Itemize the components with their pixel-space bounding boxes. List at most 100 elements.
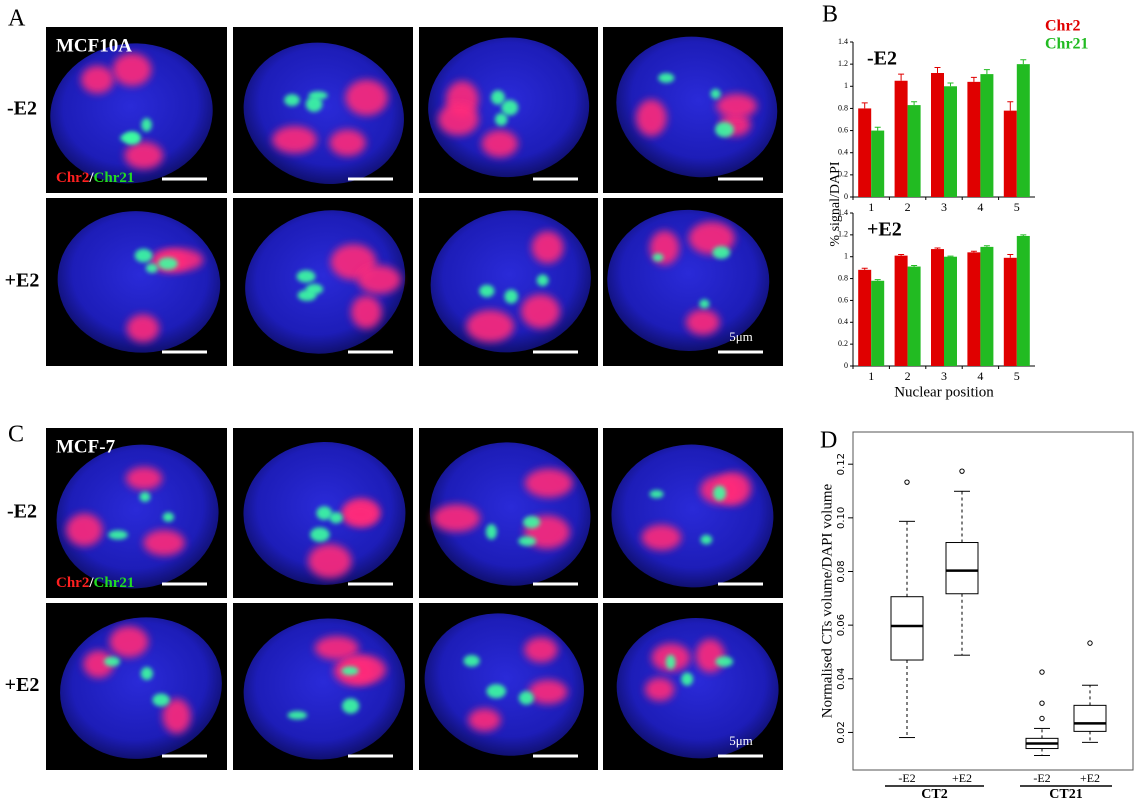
bar [931, 73, 944, 197]
chr21-signal [700, 534, 713, 545]
chr2-signal [308, 543, 352, 579]
chr2-signal [438, 103, 479, 136]
outlier [1039, 669, 1045, 675]
y-tick-label: 0.6 [838, 295, 848, 304]
chr21-signal [665, 654, 676, 670]
chr21-signal [145, 263, 159, 274]
chr21-signal [715, 656, 734, 667]
chr2-signal [126, 314, 160, 343]
y-tick-label: 0.04 [836, 668, 847, 690]
error-bar [970, 76, 977, 82]
error-bar [934, 66, 941, 73]
error-bar [934, 247, 941, 250]
chr21-signal [284, 94, 300, 107]
chr21-signal [305, 283, 324, 295]
legend-text: / [88, 575, 94, 591]
chr21-signal [501, 99, 519, 116]
x-tick-label: -E2 [1033, 771, 1050, 785]
error-bar [947, 82, 954, 87]
outlier [1039, 700, 1045, 706]
legend-text: Chr2 [56, 575, 89, 591]
error-bar [898, 254, 905, 256]
y-tick-label: 1 [844, 252, 848, 261]
chr2-signal [329, 129, 366, 157]
y-tick-label: 1 [844, 81, 848, 90]
error-bar [983, 69, 990, 75]
y-tick-label: 0.6 [838, 125, 848, 134]
y-tick-label: 0.08 [836, 560, 847, 582]
chr2-signal [314, 636, 359, 660]
chr2-signal [695, 639, 725, 673]
bar [980, 74, 994, 197]
cell-line-label: MCF-7 [56, 436, 116, 457]
chr2-signal [109, 626, 149, 658]
chr2-signal [685, 309, 720, 336]
outlier [904, 479, 910, 485]
outlier [959, 468, 965, 474]
y-tick-label: 1.2 [838, 230, 848, 239]
panel-label: A [8, 6, 26, 32]
micrograph [603, 428, 783, 598]
chr21-signal [139, 491, 151, 503]
y-tick-label: 0 [844, 361, 848, 370]
chr21-signal [463, 654, 480, 667]
box [890, 596, 924, 661]
chr21-signal [485, 524, 497, 540]
outlier [1087, 640, 1093, 646]
chr21-signal [518, 536, 537, 546]
y-tick-label: 0.10 [836, 507, 847, 529]
chr21-signal [162, 512, 174, 522]
micrograph [233, 428, 413, 598]
error-bar [861, 267, 868, 270]
x-axis-label: Nuclear position [894, 384, 994, 400]
bar [944, 86, 957, 197]
chr2-signal [466, 310, 515, 343]
chr2-signal [83, 650, 114, 678]
chr2-signal [357, 265, 401, 295]
row-label: +E2 [5, 674, 40, 696]
micrograph [419, 27, 598, 193]
chr21-signal [713, 485, 727, 501]
row-label: -E2 [7, 501, 37, 523]
micrograph [46, 27, 227, 193]
y-tick-label: 0.8 [838, 273, 848, 282]
y-tick-label: 0.2 [838, 339, 848, 348]
chr21-signal [329, 512, 343, 524]
chr21-signal [341, 666, 359, 676]
bar [944, 256, 957, 366]
error-bar [983, 245, 990, 247]
bar [871, 280, 885, 366]
chr2-signal [125, 466, 163, 490]
error-bar [874, 126, 881, 131]
chr2-signal [641, 524, 682, 551]
chr-legend: Chr2/Chr21 [56, 575, 134, 591]
legend-text: Chr21 [94, 170, 135, 186]
chr21-signal [310, 527, 330, 542]
x-tick-label: 3 [941, 369, 947, 383]
micrograph [419, 603, 598, 770]
chr2-signal [124, 141, 164, 170]
legend-entry: Chr2 [1045, 18, 1081, 35]
micrograph [233, 27, 413, 193]
chr21-signal [518, 691, 534, 705]
chr21-signal [652, 253, 664, 262]
chr21-signal [486, 684, 507, 699]
chr21-signal [494, 113, 508, 126]
bar [858, 269, 872, 366]
chr21-signal [103, 656, 121, 667]
x-tick-label: 1 [868, 200, 874, 214]
group-label: CT21 [1049, 787, 1082, 800]
box [945, 542, 979, 595]
chr2-signal [272, 126, 317, 154]
error-bar [1020, 234, 1027, 236]
chr2-signal [162, 698, 191, 734]
x-tick-label: +E2 [952, 771, 972, 785]
chr21-signal [124, 131, 141, 145]
scale-label: 5μm [729, 733, 753, 748]
error-bar [1020, 59, 1027, 65]
error-bar [1007, 254, 1014, 258]
chr-legend: Chr2/Chr21 [56, 170, 134, 186]
bar [871, 130, 885, 197]
y-tick-label: 0.4 [838, 148, 848, 157]
